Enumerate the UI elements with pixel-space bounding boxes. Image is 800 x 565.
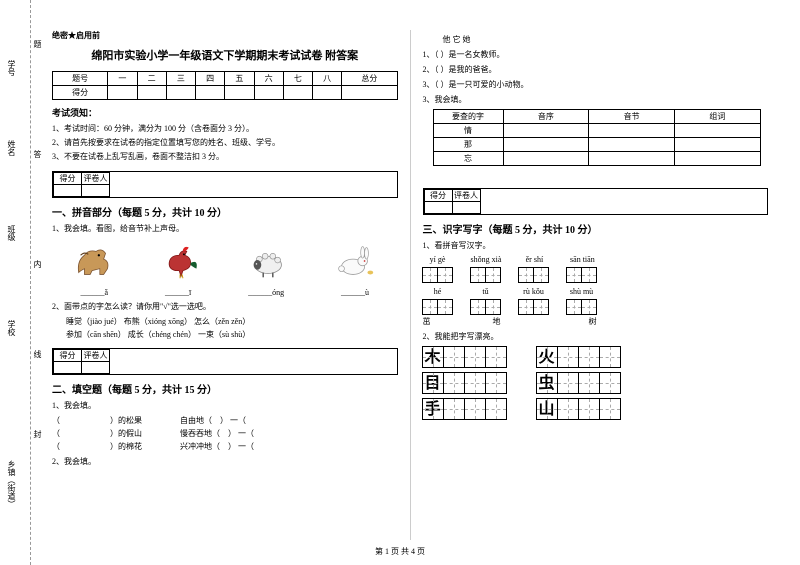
score-box-2: 得分评卷人 [52,348,398,375]
s3-q2: 2、我能把字写漂亮。 [423,331,769,342]
r-q3: 3、我会填。 [423,94,769,105]
margin-label-xingming: 姓名 [6,140,17,156]
rabbit-icon [329,240,379,282]
blank-3[interactable]: ______óng [248,288,284,297]
fill-row-1: （）的松果自由地（） 一（ [52,415,398,426]
dash-label-3: 线 [32,350,43,358]
score-box-1: 得分评卷人 [52,171,398,198]
sheep-icon [243,240,293,282]
fill-row-2: （）的假山慢吞吞地（） 一（ [52,428,398,439]
pinyin-row-1: yí gè shǒng xià ěr shí sān tiān [423,255,769,283]
horse-icon [70,240,120,282]
section3-title: 三、识字写字（每题 5 分，共计 10 分） [423,225,598,236]
lookup-table: 要查的字音序音节组词 情 那 忘 [433,109,761,166]
notice-2: 2、请首先按要求在试卷的指定位置填写您的姓名、班级、学号。 [52,137,398,148]
s2-q1: 1、我会填。 [52,400,398,411]
exam-title: 绵阳市实验小学一年级语文下学期期末考试试卷 附答案 [52,47,398,63]
notice-1: 1、考试时间：60 分钟，满分为 100 分（含卷面分 3 分）。 [52,123,398,134]
pron-item-3: 3、（ ）是一只可爱的小动物。 [423,79,769,90]
pron-item-2: 2、（ ）是我的爸爸。 [423,64,769,75]
s1-q2: 2、面带点的字怎么读？请你用"√"选一选吧。 [52,301,398,312]
margin-label-xiangzhen: 乡镇（街道） [6,460,17,508]
notice-3: 3、不要在试卷上乱写乱画，卷面不整洁扣 3 分。 [52,151,398,162]
dash-label-2: 内 [32,260,43,268]
score-box-3: 得分评卷人 [423,188,769,215]
margin-label-xuehao: 学号 [6,60,17,76]
s3-q1: 1、看拼音写汉字。 [423,240,769,251]
pron-header: 他 它 她 [443,34,769,45]
rooster-icon [157,240,207,282]
bigchar-row-1: 木 火 [423,346,769,368]
score-header-table: 题号一二三四五六七八总分 得分 [52,71,398,100]
pinyin-row-2: hé茁 tǔ地 rù kǒu shù mù树 [423,287,769,327]
dash-label-1: 答 [32,150,43,158]
page-footer: 第 1 页 共 4 页 [0,546,800,557]
dash-label-4: 封 [32,430,43,438]
notice-title: 考试须知： [52,106,398,119]
pron-opt-1: 睡觉（jiào jué） 布熊（xióng xōng） 怎么（zěn zěn） [66,316,398,327]
pron-item-1: 1、（ ）是一名女教师。 [423,49,769,60]
left-margin: 学号 姓名 班级 学校 乡镇（街道） 题 答 内 线 封 [0,0,40,565]
dash-label-0: 题 [32,40,43,48]
bigchar-row-3: 手 山 [423,398,769,420]
right-column: 他 它 她 1、（ ）是一名女教师。 2、（ ）是我的爸爸。 3、（ ）是一只可… [411,30,781,540]
bigchar-row-2: 目 虫 [423,372,769,394]
s1-q1: 1、我会填。看图，给音节补上声母。 [52,223,398,234]
blank-2[interactable]: ______ī [165,288,191,297]
s2-q2: 2、我会填。 [52,456,398,467]
section2-title: 二、填空题（每题 5 分，共计 15 分） [52,385,217,396]
blank-1[interactable]: ______ǎ [80,288,108,297]
blank-row: ______ǎ ______ī ______óng ______ù [52,288,398,297]
animal-row [52,240,398,282]
margin-label-banji: 班级 [6,225,17,241]
secret-label: 绝密★启用前 [52,30,398,41]
pron-opt-2: 参加（cān shēn） 成长（chéng chén） 一束（sù shù） [66,329,398,340]
section1-title: 一、拼音部分（每题 5 分，共计 10 分） [52,208,227,219]
margin-label-xuexiao: 学校 [6,320,17,336]
left-column: 绝密★启用前 绵阳市实验小学一年级语文下学期期末考试试卷 附答案 题号一二三四五… [40,30,410,540]
fill-row-3: （）的棉花兴冲冲地（） 一（ [52,441,398,452]
blank-4[interactable]: ______ù [341,288,369,297]
